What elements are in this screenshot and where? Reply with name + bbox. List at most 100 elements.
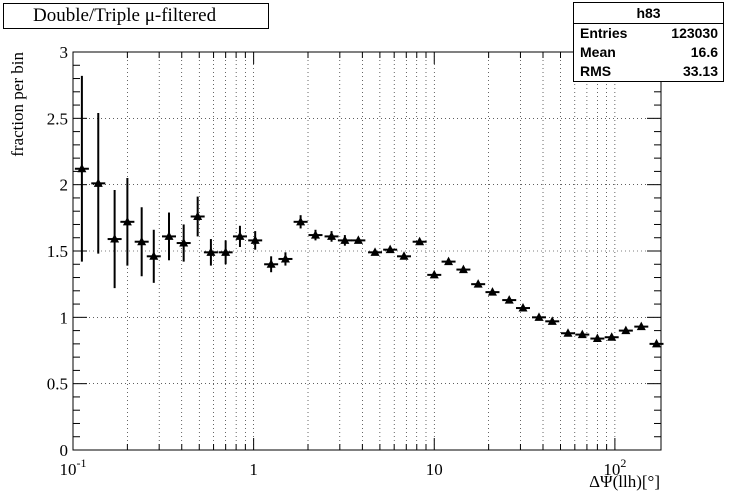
data-point bbox=[134, 207, 149, 277]
data-marker bbox=[77, 163, 87, 173]
data-point bbox=[91, 113, 106, 254]
data-point bbox=[176, 224, 191, 262]
y-axis-label: fraction per bin bbox=[8, 52, 27, 157]
x-tick-label: 102 bbox=[603, 456, 626, 479]
y-tick-label: 1 bbox=[60, 308, 69, 327]
data-marker bbox=[518, 303, 528, 312]
data-point bbox=[560, 328, 575, 337]
data-marker bbox=[310, 230, 320, 239]
data-marker bbox=[296, 216, 306, 226]
stats-label: Mean bbox=[580, 44, 616, 60]
data-marker bbox=[636, 321, 646, 331]
data-point bbox=[604, 332, 619, 341]
data-point bbox=[456, 264, 471, 274]
data-marker bbox=[370, 247, 380, 256]
data-point bbox=[162, 212, 177, 261]
data-point bbox=[649, 338, 664, 348]
data-marker bbox=[444, 256, 454, 266]
data-marker bbox=[353, 235, 363, 244]
data-marker bbox=[164, 231, 174, 240]
data-point bbox=[146, 229, 161, 283]
data-point bbox=[545, 316, 560, 325]
data-point bbox=[351, 235, 366, 244]
data-marker bbox=[179, 238, 189, 247]
data-point bbox=[618, 325, 633, 335]
data-point bbox=[502, 295, 517, 304]
data-marker bbox=[547, 316, 557, 325]
stats-row-entries: Entries 123030 bbox=[574, 24, 723, 43]
data-point bbox=[383, 244, 398, 254]
data-marker bbox=[193, 211, 203, 221]
x-axis-label: ΔΨ(llh)[°] bbox=[589, 472, 660, 491]
data-point bbox=[264, 256, 279, 273]
data-marker bbox=[621, 325, 631, 335]
data-point bbox=[531, 312, 546, 321]
y-tick-label: 0.5 bbox=[47, 375, 68, 394]
y-tick-label: 2.5 bbox=[47, 109, 68, 128]
data-marker bbox=[266, 259, 276, 268]
stats-row-mean: Mean 16.6 bbox=[574, 43, 723, 62]
data-marker bbox=[577, 329, 587, 339]
stats-label: Entries bbox=[580, 25, 628, 41]
data-marker bbox=[327, 231, 337, 240]
y-tick-label: 0 bbox=[60, 441, 69, 460]
data-point bbox=[471, 279, 486, 288]
data-marker bbox=[534, 312, 544, 321]
chart-title-box: Double/Triple μ-filtered bbox=[3, 3, 269, 29]
data-marker bbox=[504, 295, 514, 304]
data-marker bbox=[122, 216, 132, 226]
stats-histogram-name: h83 bbox=[574, 3, 723, 24]
data-marker bbox=[340, 235, 350, 244]
plot-frame bbox=[72, 51, 662, 451]
data-point bbox=[107, 189, 122, 289]
y-tick-label: 3 bbox=[60, 43, 69, 62]
data-point bbox=[278, 252, 293, 266]
data-marker bbox=[221, 247, 231, 256]
data-point bbox=[337, 235, 352, 246]
data-marker bbox=[563, 328, 573, 337]
stats-value: 33.13 bbox=[682, 63, 718, 79]
data-point bbox=[575, 329, 590, 339]
data-marker bbox=[592, 333, 602, 343]
y-tick-label: 2 bbox=[60, 176, 69, 195]
data-marker bbox=[487, 287, 497, 296]
stats-value: 123030 bbox=[671, 25, 718, 41]
data-marker bbox=[473, 279, 483, 288]
data-point bbox=[485, 287, 500, 296]
data-marker bbox=[415, 236, 425, 246]
stats-label: RMS bbox=[580, 63, 612, 79]
data-point bbox=[397, 251, 412, 260]
data-point bbox=[218, 240, 233, 265]
data-marker bbox=[429, 269, 439, 279]
data-marker bbox=[399, 251, 409, 260]
data-point bbox=[590, 333, 605, 343]
data-marker bbox=[652, 338, 662, 348]
data-marker bbox=[458, 264, 468, 274]
data-point bbox=[634, 321, 649, 331]
data-marker bbox=[607, 332, 617, 341]
data-point bbox=[368, 247, 383, 256]
data-point bbox=[248, 231, 263, 250]
data-point bbox=[190, 196, 205, 237]
data-marker bbox=[110, 234, 120, 243]
stats-value: 16.6 bbox=[690, 44, 718, 60]
data-point bbox=[516, 303, 531, 312]
data-point bbox=[427, 269, 442, 279]
stats-row-rms: RMS 33.13 bbox=[574, 62, 723, 81]
data-marker bbox=[385, 244, 395, 254]
data-marker bbox=[93, 178, 103, 187]
data-marker bbox=[149, 251, 159, 260]
stats-box: h83 Entries 123030 Mean 16.6 RMS 33.13 bbox=[573, 2, 724, 82]
data-marker bbox=[280, 253, 290, 263]
data-point bbox=[293, 215, 308, 229]
x-tick-label: 10 bbox=[426, 460, 443, 479]
x-tick-label: 10-1 bbox=[60, 456, 87, 479]
data-point bbox=[441, 256, 456, 266]
y-tick-label: 1.5 bbox=[47, 242, 68, 261]
data-marker bbox=[137, 236, 147, 246]
chart-title: Double/Triple μ-filtered bbox=[33, 5, 217, 26]
data-point bbox=[412, 236, 427, 246]
x-tick-label: 1 bbox=[249, 460, 258, 479]
data-marker bbox=[235, 231, 245, 240]
